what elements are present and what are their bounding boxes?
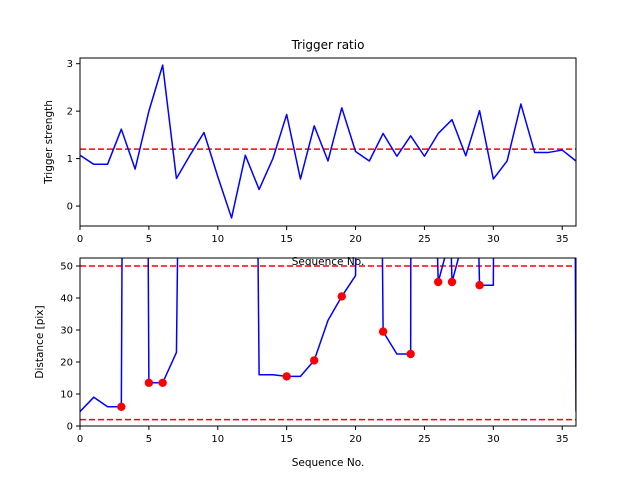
x-axis-label: Sequence No. — [292, 457, 365, 469]
y-tick-label: 10 — [60, 390, 73, 401]
x-tick-label: 5 — [146, 434, 152, 445]
data-point-marker — [475, 281, 484, 290]
data-point-marker — [158, 378, 167, 387]
y-tick-label: 3 — [67, 59, 73, 70]
y-tick-label: 40 — [60, 294, 73, 305]
x-axis-label: Sequence No. — [292, 256, 365, 268]
data-point-marker — [378, 327, 388, 336]
y-tick-label: 30 — [60, 326, 73, 337]
y-tick-label: 50 — [60, 262, 73, 273]
y-tick-label: 20 — [60, 358, 73, 369]
data-point-marker — [117, 402, 126, 411]
x-tick-label: 0 — [77, 234, 83, 245]
y-tick-label: 0 — [67, 202, 73, 213]
x-tick-label: 30 — [487, 434, 500, 445]
trigger-ratio-chart: Trigger ratio 0 5 10 15 20 25 30 35 0 1 2 3 Sequen… — [43, 38, 577, 268]
data-point-marker — [282, 372, 291, 381]
x-tick-label: 15 — [280, 234, 293, 245]
x-tick-label: 35 — [556, 434, 569, 445]
x-tick-label: 25 — [418, 434, 431, 445]
x-tick-label: 35 — [556, 234, 569, 245]
data-point-marker — [337, 292, 346, 301]
y-axis-label: Trigger strength — [43, 100, 55, 185]
plot-frame — [79, 257, 577, 427]
x-tick-label: 0 — [77, 434, 83, 445]
x-tick-label: 25 — [418, 234, 431, 245]
x-tick-label: 20 — [349, 234, 362, 245]
data-point-marker — [434, 277, 443, 287]
series-line — [80, 64, 576, 219]
data-point-marker — [144, 378, 154, 387]
data-point-marker — [406, 349, 415, 359]
y-tick-label: 0 — [67, 422, 73, 433]
x-tick-label: 20 — [349, 434, 362, 445]
x-tick-label: 15 — [280, 434, 293, 445]
y-axis-label: Distance [pix] — [34, 305, 46, 378]
y-tick-label: 2 — [67, 107, 73, 118]
plot-frame — [79, 57, 577, 227]
x-tick-label: 10 — [211, 434, 224, 445]
x-tick-label: 30 — [487, 234, 500, 245]
data-point-marker — [310, 356, 319, 365]
y-tick-label: 1 — [67, 154, 73, 165]
data-point-marker — [447, 277, 457, 287]
series-line — [80, 258, 576, 413]
x-tick-label: 10 — [211, 234, 224, 245]
x-tick-label: 5 — [146, 234, 152, 245]
chart-title: Trigger ratio — [291, 38, 365, 52]
